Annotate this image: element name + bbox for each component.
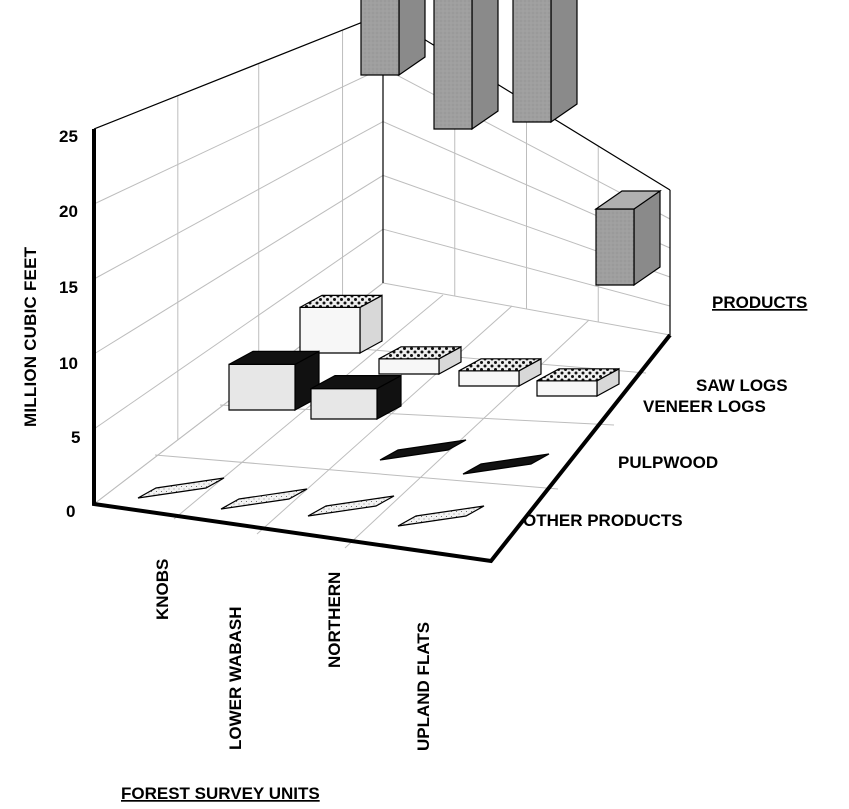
bar-side-face — [550, 0, 578, 124]
y-tick-label: 15 — [59, 278, 78, 297]
bar-front-face — [360, 0, 400, 76]
left-wall-grid-line — [93, 228, 384, 430]
bar-veneer-logs-knobs — [299, 294, 383, 355]
bar-veneer-logs-lower-wabash — [378, 345, 462, 376]
bar-saw-logs-lower-wabash — [433, 0, 499, 131]
category-label-northern: NORTHERN — [325, 572, 344, 668]
bar-top-face — [458, 358, 542, 372]
y-tick-label: 0 — [66, 502, 75, 521]
bar-saw-logs-knobs — [360, 0, 426, 77]
category-label-lower-wabash: LOWER WABASH — [226, 606, 245, 750]
bar-top-face — [397, 505, 485, 527]
bar-top-face — [378, 346, 462, 360]
bar-saw-logs-upland-flats — [594, 189, 662, 287]
bar-side-face — [471, 0, 499, 131]
bar-front-face — [595, 208, 635, 286]
floor-grid-line — [256, 305, 513, 535]
floor-grid-line — [344, 319, 590, 549]
bar-top-face — [228, 350, 320, 365]
y-tick-label: 20 — [59, 202, 78, 221]
bar-front-face — [433, 0, 473, 130]
bar-top-face — [594, 190, 662, 210]
bar-top-face — [536, 368, 620, 382]
bar-top-face — [137, 477, 225, 499]
y-tick-label: 5 — [71, 428, 80, 447]
bar-veneer-logs-northern — [458, 357, 542, 388]
category-label-knobs: KNOBS — [153, 559, 172, 620]
bars — [137, 0, 662, 527]
bar-pulpwood-knobs — [228, 350, 320, 412]
y-tick-label: 10 — [59, 354, 78, 373]
bar-other-products-lower-wabash — [220, 488, 308, 510]
bar-pulpwood-northern — [379, 439, 467, 461]
product-labels: PRODUCTS SAW LOGS VENEER LOGS PULPWOOD O… — [523, 293, 807, 530]
category-labels: KNOBS LOWER WABASH NORTHERN UPLAND FLATS — [153, 559, 433, 751]
floor-grid-line — [154, 454, 559, 490]
bar-top-face — [307, 495, 395, 517]
bar-top-face — [379, 439, 467, 461]
y-axis-title: MILLION CUBIC FEET — [21, 246, 40, 427]
floor-grid-line — [173, 294, 444, 520]
chart-axes — [92, 13, 672, 564]
bar-veneer-logs-upland-flats — [536, 367, 620, 398]
y-tick-labels: 0 5 10 15 20 25 — [59, 127, 80, 521]
bar-front-face — [458, 370, 520, 387]
bar-other-products-northern — [307, 495, 395, 517]
bar-front-face — [378, 358, 440, 375]
category-label-upland-flats: UPLAND FLATS — [414, 622, 433, 751]
bar-top-face — [310, 375, 402, 390]
left-wall-grid-line — [93, 121, 384, 280]
bar-other-products-knobs — [137, 477, 225, 499]
main-axis-frame — [92, 129, 672, 564]
x-axis-title: FOREST SURVEY UNITS — [121, 784, 320, 803]
bar-top-face — [462, 453, 550, 475]
product-label-pulpwood: PULPWOOD — [618, 453, 718, 472]
bar-top-face — [299, 294, 383, 308]
left-wall-grid-line — [93, 174, 384, 355]
chart-grid — [93, 13, 671, 562]
product-label-other-products: OTHER PRODUCTS — [523, 511, 683, 530]
bar-pulpwood-lower-wabash — [310, 374, 402, 421]
bar-saw-logs-northern — [512, 0, 578, 124]
bar-front-face — [512, 0, 552, 123]
bar-front-face — [310, 388, 378, 420]
bar-front-face — [228, 363, 296, 411]
bar-top-face — [220, 488, 308, 510]
products-title: PRODUCTS — [712, 293, 807, 312]
bar-pulpwood-upland-flats — [462, 453, 550, 475]
y-tick-label: 25 — [59, 127, 78, 146]
bar-front-face — [536, 380, 598, 397]
product-label-veneer-logs: VENEER LOGS — [643, 397, 766, 416]
bar-front-face — [299, 306, 361, 354]
product-label-saw-logs: SAW LOGS — [696, 376, 788, 395]
bar-other-products-upland-flats — [397, 505, 485, 527]
bar-side-face — [398, 0, 426, 77]
left-wall-grid-line — [93, 67, 384, 205]
